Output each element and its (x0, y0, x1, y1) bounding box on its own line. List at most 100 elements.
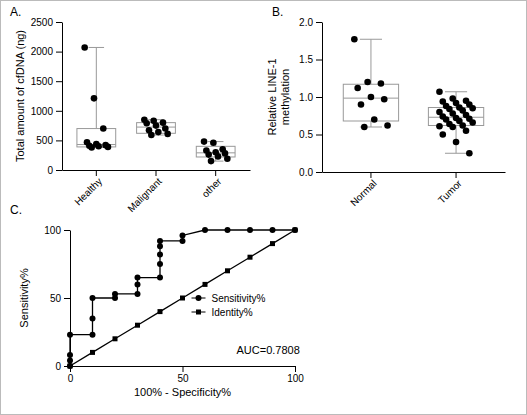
series-marker (135, 323, 140, 328)
y-axis-tick-label: 0.0 (299, 167, 313, 178)
series-marker (90, 332, 96, 338)
y-axis: 05001000150020002500 (31, 17, 63, 176)
data-point (381, 96, 388, 103)
data-point (469, 105, 476, 112)
x-axis-tick: Malignant (125, 170, 164, 214)
panel-label: C. (10, 203, 22, 217)
series-marker (292, 227, 298, 233)
box (428, 92, 483, 154)
y-axis-tick-mark (56, 170, 62, 171)
data-point (95, 143, 102, 150)
legend-label: Identity% (212, 307, 253, 318)
data-point (208, 158, 215, 165)
y-axis-tick: 100 (44, 225, 70, 236)
data-point (155, 129, 162, 136)
y-axis-tick-mark (316, 60, 322, 61)
y-axis-tick: 1500 (31, 76, 62, 87)
x-axis-line (323, 172, 506, 173)
series-marker (157, 261, 163, 267)
y-axis-title-line: Sensitivity% (18, 268, 30, 328)
series-marker (67, 352, 73, 358)
legend-marker (196, 310, 201, 315)
data-point (210, 139, 217, 146)
y-axis-tick-label: 0 (55, 361, 61, 372)
x-axis-tick-label: Healthy (72, 176, 104, 208)
data-point (469, 119, 476, 126)
data-point (164, 131, 171, 138)
y-axis-tick-mark (56, 81, 62, 82)
series-marker (90, 350, 95, 355)
series-marker (293, 228, 298, 233)
x-axis-tick-label: Tumor (436, 177, 464, 205)
x-axis-title: 100% - Specificity% (134, 386, 231, 398)
y-axis-line (322, 23, 323, 173)
y-axis: 0.0 0.5 1.0 1.5 2.0 (299, 17, 322, 178)
series-marker (90, 295, 96, 301)
data-point (160, 119, 167, 126)
y-axis-tick: 500 (36, 135, 62, 146)
data-point (100, 125, 107, 132)
x-axis: HealthyMalignantother (63, 170, 251, 214)
series-marker (225, 227, 231, 233)
y-axis-tick-label: 1.0 (299, 92, 313, 103)
whisker-cap (445, 91, 467, 92)
x-axis: Normal Tumor (323, 172, 506, 208)
y-axis-title-line: Relative LINE-1 (266, 58, 278, 135)
x-axis-tick-mark (156, 170, 157, 176)
x-axis-tick: Tumor (436, 172, 464, 206)
data-point (88, 144, 95, 151)
series-marker (270, 241, 275, 246)
x-axis-tick-mark (96, 170, 97, 176)
x-axis-tick-label: 0 (68, 373, 74, 384)
data-point (215, 153, 222, 160)
data-point (439, 131, 446, 138)
y-axis-tick-label: 0.5 (299, 129, 313, 140)
data-point (361, 124, 368, 131)
x-axis-tick: Normal (348, 172, 379, 208)
y-axis-tick-label: 2.0 (299, 17, 313, 28)
y-axis-tick-mark (56, 140, 62, 141)
data-point (384, 122, 391, 129)
data-point (371, 116, 378, 123)
box-body (428, 108, 483, 126)
series-marker (248, 255, 253, 260)
series-marker (180, 232, 186, 238)
series-marker (112, 291, 118, 297)
y-axis-tick: 0.0 (299, 167, 322, 178)
x-axis-tick-mark (370, 172, 371, 178)
data-point (153, 122, 160, 129)
data-point (81, 44, 88, 51)
box-body (343, 84, 398, 121)
x-axis-tick-mark (456, 172, 457, 178)
series-marker (67, 332, 73, 338)
series-marker (135, 275, 141, 281)
annotation: AUC=0.7808 (237, 344, 300, 356)
data-point (224, 155, 231, 162)
data-point (105, 144, 112, 151)
box (77, 47, 116, 147)
y-axis-tick: 2500 (31, 17, 62, 28)
series-marker (157, 275, 163, 281)
panel-label: B. (272, 5, 283, 19)
whisker-cap (445, 153, 467, 154)
y-axis: 050100 (44, 225, 70, 372)
upper-whisker (370, 39, 371, 84)
x-axis-tick: Healthy (72, 170, 104, 207)
panel-label: A. (10, 5, 21, 19)
series-marker (180, 296, 185, 301)
series-marker (67, 363, 73, 369)
y-axis-tick-label: 2000 (31, 46, 54, 57)
x-axis-tick: 50 (177, 366, 189, 384)
y-axis-tick: 1.5 (299, 54, 322, 65)
data-point (91, 95, 98, 102)
y-axis-tick-mark (316, 97, 322, 98)
series-marker (135, 291, 141, 297)
y-axis-tick-label: 1500 (31, 76, 54, 87)
figure: A.05001000150020002500HealthyMalignantot… (0, 0, 527, 415)
x-axis: 050100 (68, 366, 305, 384)
y-axis-tick-mark (64, 230, 70, 231)
data-point (453, 139, 460, 146)
y-axis-tick-label: 1.5 (299, 54, 313, 65)
data-point (463, 127, 470, 134)
plot-area (343, 36, 483, 157)
